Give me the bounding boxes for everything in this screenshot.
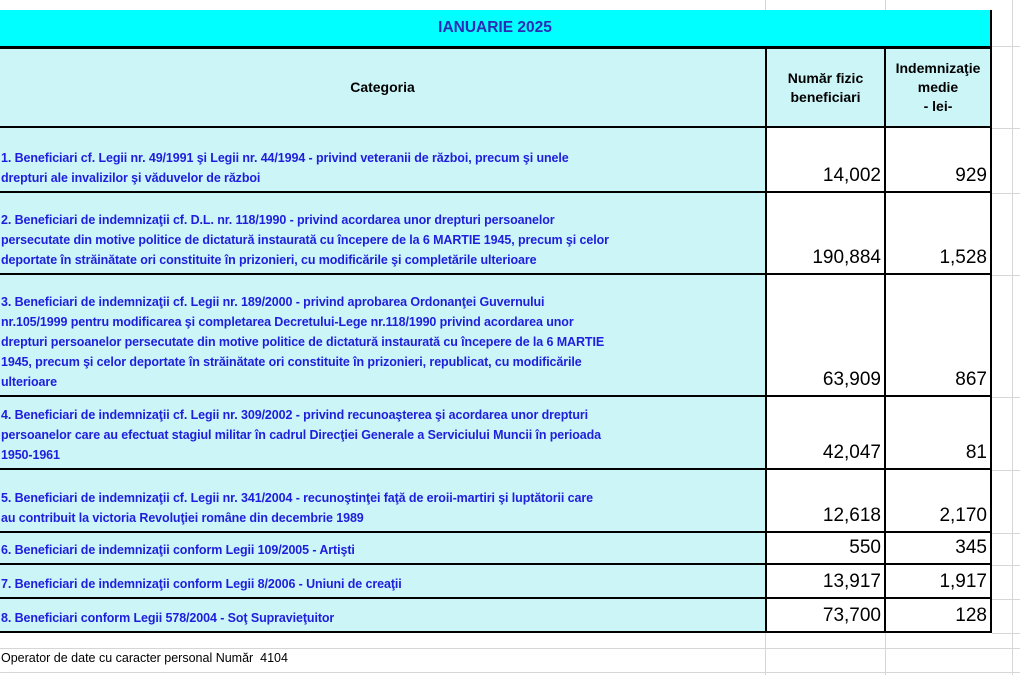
- category-cell: 3. Beneficiari de indemnizaţii cf. Legii…: [0, 275, 765, 397]
- indemnity-cell: 2,170: [884, 470, 992, 533]
- month-title: IANUARIE 2025: [0, 10, 992, 49]
- indemnity-cell: 345: [884, 533, 992, 565]
- gridline: [992, 599, 1020, 600]
- count-cell: 14,002: [765, 128, 884, 193]
- column-header-category: Categoria: [0, 49, 765, 128]
- gridline: [992, 533, 1020, 534]
- column-header-indemnity: Indemnizaţie medie - lei-: [884, 49, 992, 128]
- gridline: [992, 275, 1020, 276]
- gridline: [992, 397, 1020, 398]
- count-cell: 190,884: [765, 193, 884, 275]
- gridline: [992, 193, 1020, 194]
- count-cell: 12,618: [765, 470, 884, 533]
- category-cell: 1. Beneficiari cf. Legii nr. 49/1991 şi …: [0, 128, 765, 193]
- indemnity-cell: 929: [884, 128, 992, 193]
- category-cell: 5. Beneficiari de indemnizaţii cf. Legii…: [0, 470, 765, 533]
- gridline: [992, 128, 1020, 129]
- category-cell: 6. Beneficiari de indemnizaţii conform L…: [0, 533, 765, 565]
- gridline: [992, 470, 1020, 471]
- indemnity-cell: 1,917: [884, 565, 992, 599]
- count-cell: 13,917: [765, 565, 884, 599]
- gridline: [0, 648, 1020, 649]
- category-cell: 4. Beneficiari de indemnizaţii cf. Legii…: [0, 397, 765, 470]
- gridline: [992, 633, 1020, 634]
- indemnity-cell: 867: [884, 275, 992, 397]
- gridline: [0, 672, 1020, 673]
- category-cell: 7. Beneficiari de indemnizaţii conform L…: [0, 565, 765, 599]
- operator-note: Operator de date cu caracter personal Nu…: [1, 651, 288, 665]
- gridline: [1012, 0, 1013, 675]
- column-header-count: Număr fizic beneficiari: [765, 49, 884, 128]
- indemnity-cell: 81: [884, 397, 992, 470]
- indemnity-cell: 128: [884, 599, 992, 633]
- count-cell: 42,047: [765, 397, 884, 470]
- count-cell: 73,700: [765, 599, 884, 633]
- count-cell: 550: [765, 533, 884, 565]
- gridline: [992, 46, 1020, 47]
- category-cell: 2. Beneficiari de indemnizaţii cf. D.L. …: [0, 193, 765, 275]
- indemnity-cell: 1,528: [884, 193, 992, 275]
- count-cell: 63,909: [765, 275, 884, 397]
- gridline: [992, 565, 1020, 566]
- category-cell: 8. Beneficiari conform Legii 578/2004 - …: [0, 599, 765, 633]
- benefits-table: IANUARIE 2025 Categoria Număr fizic bene…: [0, 10, 992, 633]
